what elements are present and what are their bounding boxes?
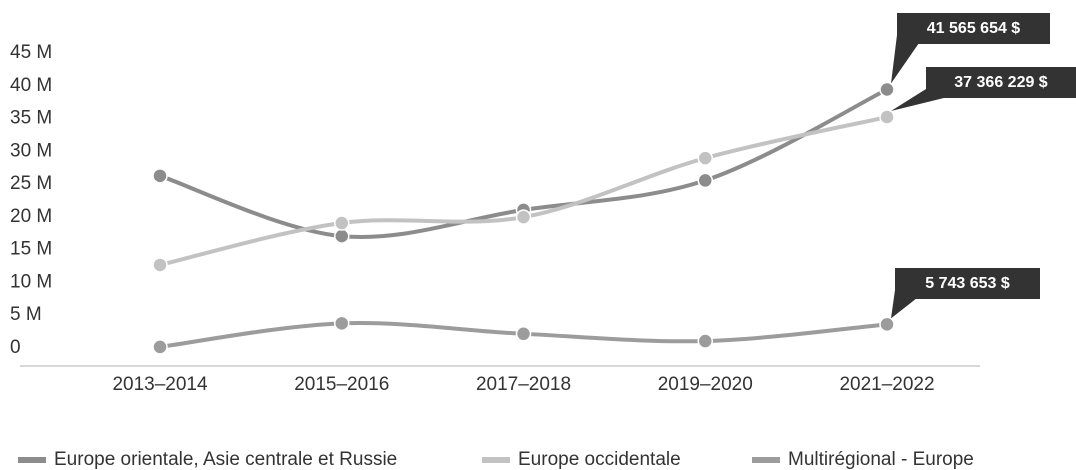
point xyxy=(334,315,350,332)
point xyxy=(879,81,895,98)
callout-box xyxy=(895,268,1040,299)
point xyxy=(697,333,713,349)
y-tick-label: 25 M xyxy=(10,173,52,194)
point xyxy=(152,339,168,355)
y-tick-label: 15 M xyxy=(10,239,52,260)
point xyxy=(334,215,350,231)
y-tick-label: 5 M xyxy=(10,304,42,325)
point xyxy=(152,168,168,184)
y-tick-label: 10 M xyxy=(10,271,52,292)
y-tick-label: 0 xyxy=(10,337,21,358)
x-tick-label: 2015–2016 xyxy=(294,374,389,395)
x-tick-label: 2017–2018 xyxy=(476,374,571,395)
legend-label: Europe occidentale xyxy=(518,449,681,470)
callout-box xyxy=(926,67,1076,98)
legend-swatch xyxy=(482,457,510,463)
x-tick-label: 2013–2014 xyxy=(112,374,208,395)
legend-label: Multirégional - Europe xyxy=(788,449,974,470)
point xyxy=(515,326,532,342)
point xyxy=(697,150,713,166)
legend-swatch xyxy=(18,457,46,463)
data-label: 41 565 654 $ xyxy=(927,20,1021,37)
x-tick-label: 2019–2020 xyxy=(658,374,753,395)
y-tick-label: 30 M xyxy=(10,140,52,161)
y-tick-label: 20 M xyxy=(10,206,52,227)
y-tick-label: 40 M xyxy=(10,75,52,96)
series-line xyxy=(159,115,888,267)
y-tick-label: 45 M xyxy=(10,42,52,63)
point xyxy=(152,257,168,273)
callout-box xyxy=(897,13,1050,44)
point xyxy=(879,316,895,333)
x-tick-label: 2021–2022 xyxy=(839,374,934,395)
point xyxy=(334,228,350,244)
y-tick-label: 35 M xyxy=(10,108,52,129)
data-label: 37 366 229 $ xyxy=(954,74,1048,91)
legend-label: Europe orientale, Asie centrale et Russi… xyxy=(54,449,397,470)
legend-swatch xyxy=(752,457,780,463)
point xyxy=(879,109,895,125)
point xyxy=(515,209,532,225)
data-label: 5 743 653 $ xyxy=(925,275,1010,292)
callout-pointer xyxy=(891,35,919,84)
point xyxy=(697,172,713,189)
